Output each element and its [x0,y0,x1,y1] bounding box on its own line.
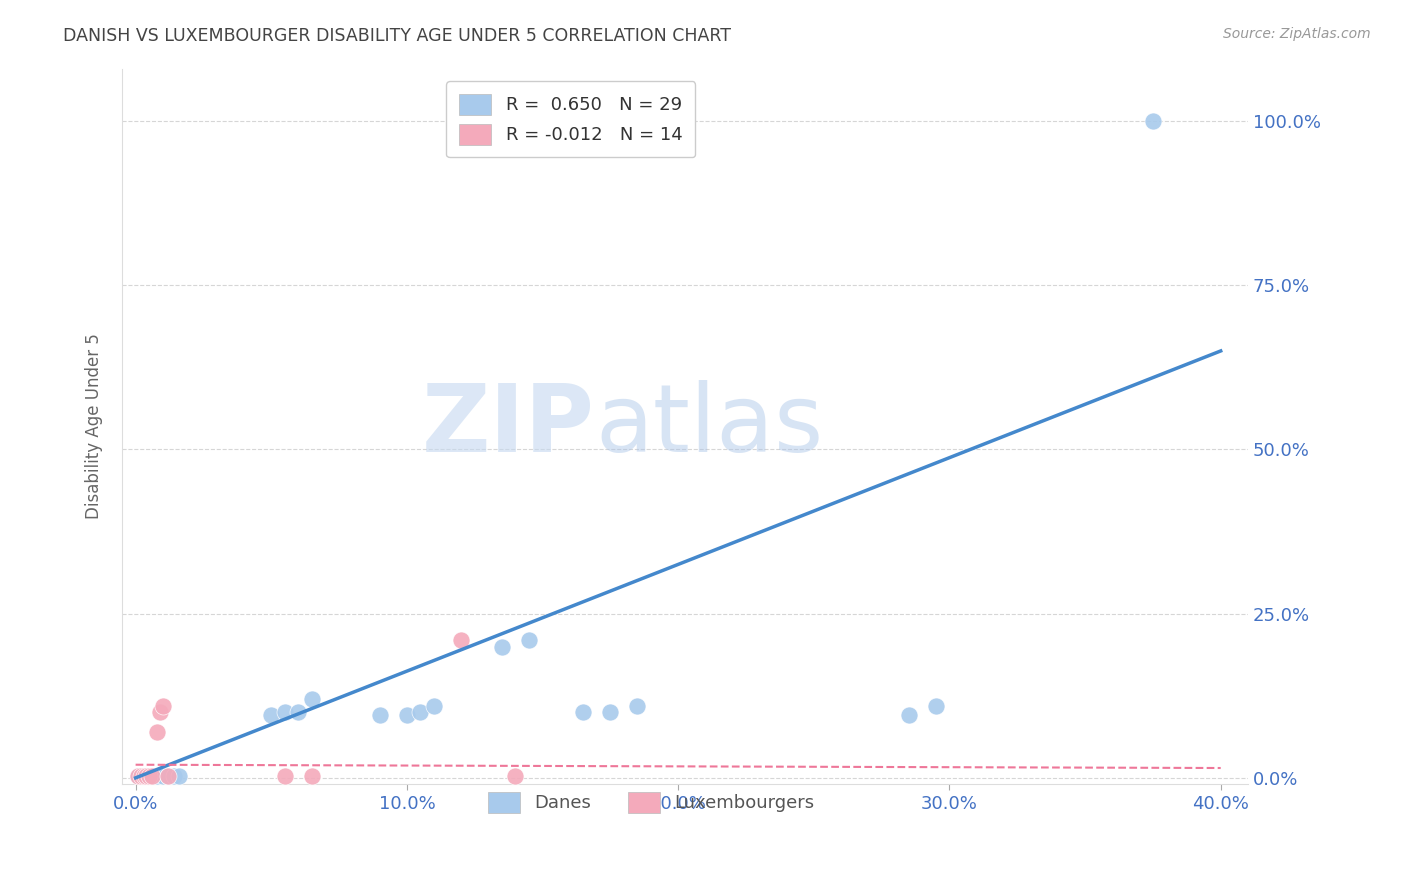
Point [157,769,180,783]
Point [127,769,149,783]
Point [167,769,190,783]
Point [129,769,152,783]
Point [423,698,446,713]
Point [135,769,157,783]
Point [152,698,174,713]
Point [143,769,166,783]
Point [146,769,169,783]
Point [1142,114,1164,128]
Text: Source: ZipAtlas.com: Source: ZipAtlas.com [1223,27,1371,41]
Point [395,708,418,723]
Point [141,769,163,783]
Point [274,769,297,783]
Point [146,724,169,739]
Point [141,769,163,783]
Point [368,708,391,723]
Point [505,769,527,783]
Point [626,698,648,713]
Point [301,692,323,706]
Text: DANISH VS LUXEMBOURGER DISABILITY AGE UNDER 5 CORRELATION CHART: DANISH VS LUXEMBOURGER DISABILITY AGE UN… [63,27,731,45]
Legend: Danes, Luxembourgers: Danes, Luxembourgers [475,780,827,825]
Point [129,769,152,783]
Point [132,769,155,783]
Point [132,769,155,783]
Point [274,705,297,719]
Point [162,769,184,783]
Y-axis label: Disability Age Under 5: Disability Age Under 5 [86,334,103,519]
Point [897,708,920,723]
Point [152,769,174,783]
Point [450,632,472,647]
Point [135,769,157,783]
Point [138,769,160,783]
Text: ZIP: ZIP [422,381,595,473]
Point [491,640,513,654]
Point [409,705,432,719]
Point [517,632,540,647]
Text: atlas: atlas [595,381,823,473]
Point [157,769,180,783]
Point [301,769,323,783]
Point [127,769,149,783]
Point [149,705,172,719]
Point [572,705,595,719]
Point [925,698,948,713]
Point [287,705,309,719]
Point [260,708,283,723]
Point [138,769,160,783]
Point [599,705,621,719]
